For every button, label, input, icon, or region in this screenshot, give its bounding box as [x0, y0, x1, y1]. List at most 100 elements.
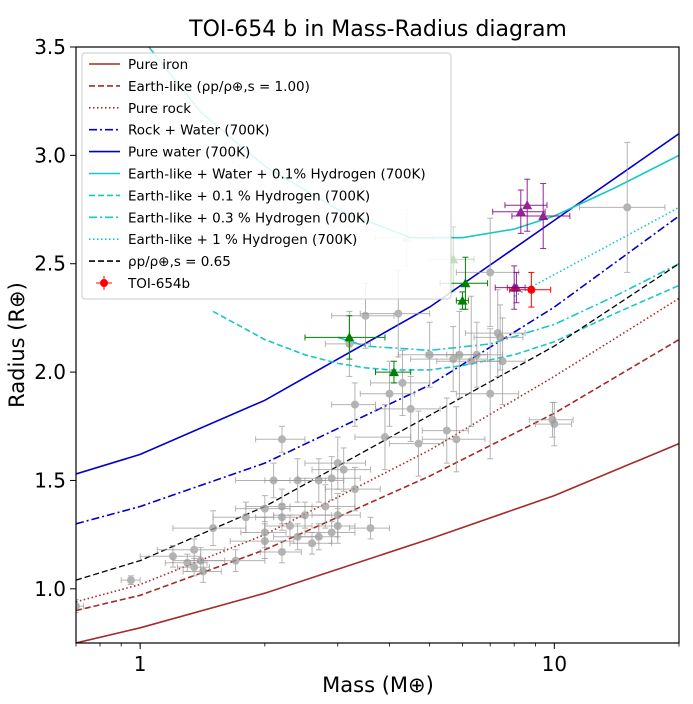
gray-point-0-marker — [76, 602, 80, 611]
y-tick-label-2: 2.0 — [34, 360, 66, 384]
gray-point-28 — [297, 456, 361, 501]
gray-point-4 — [176, 557, 210, 577]
toi-654b-point-marker — [527, 285, 536, 294]
gray-point-41-marker — [398, 378, 407, 387]
gray-point-47-marker — [452, 435, 461, 444]
gray-point-38 — [354, 404, 412, 471]
y-tick-label-5: 3.5 — [34, 35, 66, 59]
gray-point-57-marker — [550, 420, 559, 429]
legend-item-earth-like-p-s-1-00-label: Earth-like (ρp/ρ⊕,s = 1.00) — [128, 79, 310, 95]
gray-point-26-marker — [321, 502, 330, 511]
gray-point-49-marker — [467, 357, 476, 366]
gray-point-55-marker — [498, 357, 507, 366]
gray-point-34 — [331, 382, 376, 427]
gray-point-45-marker — [442, 426, 451, 435]
gray-point-46 — [410, 326, 489, 393]
purple-point-1-marker — [515, 206, 526, 216]
legend-item-pure-rock: Pure rock — [89, 101, 191, 117]
y-tick-label-1: 1.5 — [34, 468, 66, 492]
legend-item-pure-iron-label: Pure iron — [128, 57, 188, 73]
gray-point-9-marker — [231, 556, 240, 565]
gray-point-43-marker — [414, 439, 423, 448]
gray-point-35-marker — [350, 485, 359, 494]
gray-point-42-marker — [406, 404, 415, 413]
gray-point-27 — [304, 521, 356, 544]
legend-item-earth-like-0-1-hydrogen-700k: Earth-like + 0.1 % Hydrogen (700K) — [89, 188, 370, 204]
x-axis-label: Mass (M⊕) — [322, 673, 434, 697]
gray-point-24-marker — [314, 476, 323, 485]
gray-point-25-marker — [314, 532, 323, 541]
gray-point-18-marker — [277, 513, 286, 522]
gray-point-23-marker — [308, 539, 317, 548]
y-axis-label: Radius (R⊕) — [5, 282, 29, 408]
legend-item-pure-water-700k-label: Pure water (700K) — [128, 145, 250, 161]
gray-point-3-marker — [183, 558, 192, 567]
gray-point-10-marker — [241, 513, 250, 522]
y-tick-label-3: 2.5 — [34, 252, 66, 276]
purple-point-2-marker — [522, 200, 533, 210]
gray-point-27-marker — [327, 528, 336, 537]
legend-item-toi-654b-label: TOI-654b — [127, 276, 190, 292]
legend-item-earth-like-1-hydrogen-700k-label: Earth-like + 1 % Hydrogen (700K) — [128, 232, 357, 248]
y-tick-label-0: 1.0 — [34, 577, 66, 601]
gray-point-23 — [289, 531, 333, 555]
curve-rock-water-700k — [76, 215, 679, 525]
gray-point-31-marker — [333, 521, 342, 530]
gray-point-55 — [476, 317, 526, 406]
legend-item-earth-like-1-hydrogen-700k: Earth-like + 1 % Hydrogen (700K) — [89, 232, 357, 248]
gray-point-16-marker — [277, 547, 286, 556]
chart-title: TOI-654 b in Mass-Radius diagram — [188, 17, 567, 42]
gray-point-52 — [455, 328, 520, 460]
legend-item-pure-iron: Pure iron — [89, 57, 188, 73]
gray-point-52-marker — [486, 389, 495, 398]
x-tick-label-0: 1 — [134, 652, 147, 676]
x-tick-label-1: 10 — [542, 652, 567, 676]
legend-box — [81, 52, 452, 300]
legend-item-earth-like-0-1-hydrogen-700k-label: Earth-like + 0.1 % Hydrogen (700K) — [128, 188, 370, 204]
curve-pure-iron — [76, 442, 679, 643]
legend-item-pure-rock-label: Pure rock — [128, 101, 191, 117]
green-point-0-marker — [344, 332, 355, 342]
gray-point-16 — [259, 540, 302, 564]
toi-654b-point — [509, 271, 552, 308]
gray-point-57 — [534, 401, 572, 447]
legend-item-earth-like-water-0-1-hydrogen-700k: Earth-like + Water + 0.1% Hydrogen (700K… — [89, 167, 426, 183]
gray-point-1 — [120, 575, 141, 585]
legend-item-rock-water-700k-label: Rock + Water (700K) — [128, 123, 270, 139]
legend-item-earth-like-water-0-1-hydrogen-700k-label: Earth-like + Water + 0.1% Hydrogen (700K… — [128, 167, 426, 183]
legend-item-earth-like-0-3-hydrogen-700k: Earth-like + 0.3 % Hydrogen (700K) — [89, 210, 370, 226]
gray-point-19-marker — [285, 521, 294, 530]
axes: 1.0 1.5 2.0 2.5 3.0 3.5 1 10 — [34, 35, 680, 676]
gray-point-7-marker — [199, 567, 208, 576]
purple-point-3 — [511, 183, 571, 250]
legend-item-toi-654b: TOI-654b — [96, 276, 190, 292]
gray-point-47 — [421, 406, 486, 473]
purple-point-3-marker — [538, 211, 549, 221]
gray-point-37-marker — [366, 524, 375, 533]
green-point-1-marker — [388, 367, 399, 377]
gray-point-8 — [172, 510, 247, 546]
gray-point-58 — [578, 141, 666, 273]
gray-point-45 — [421, 397, 469, 464]
legend-item-p-s-0-65: ρp/ρ⊕,s = 0.65 — [89, 254, 231, 270]
green-point-2 — [455, 291, 469, 310]
green-point-0 — [304, 315, 386, 360]
gray-point-42 — [374, 375, 441, 442]
purple-point-2 — [504, 178, 548, 232]
curve-earth-like-p-s-1-00 — [76, 338, 679, 612]
gray-point-11-marker — [260, 504, 269, 513]
curve-pure-rock — [76, 297, 679, 603]
purple-point-1 — [492, 189, 546, 234]
gray-point-4-marker — [190, 563, 199, 572]
legend-item-earth-like-0-3-hydrogen-700k-label: Earth-like + 0.3 % Hydrogen (700K) — [128, 210, 370, 226]
legend-item-toi-654b-swatch-marker — [100, 279, 108, 287]
gray-point-36-marker — [361, 311, 370, 320]
gray-point-32-marker — [339, 465, 348, 474]
gray-point-50-marker — [472, 350, 481, 359]
legend-item-earth-like-p-s-1-00: Earth-like (ρp/ρ⊕,s = 1.00) — [89, 79, 310, 95]
gray-point-15 — [255, 425, 306, 453]
gray-point-51 — [455, 217, 520, 328]
gray-point-9 — [200, 549, 266, 572]
gray-point-30 — [304, 436, 366, 490]
